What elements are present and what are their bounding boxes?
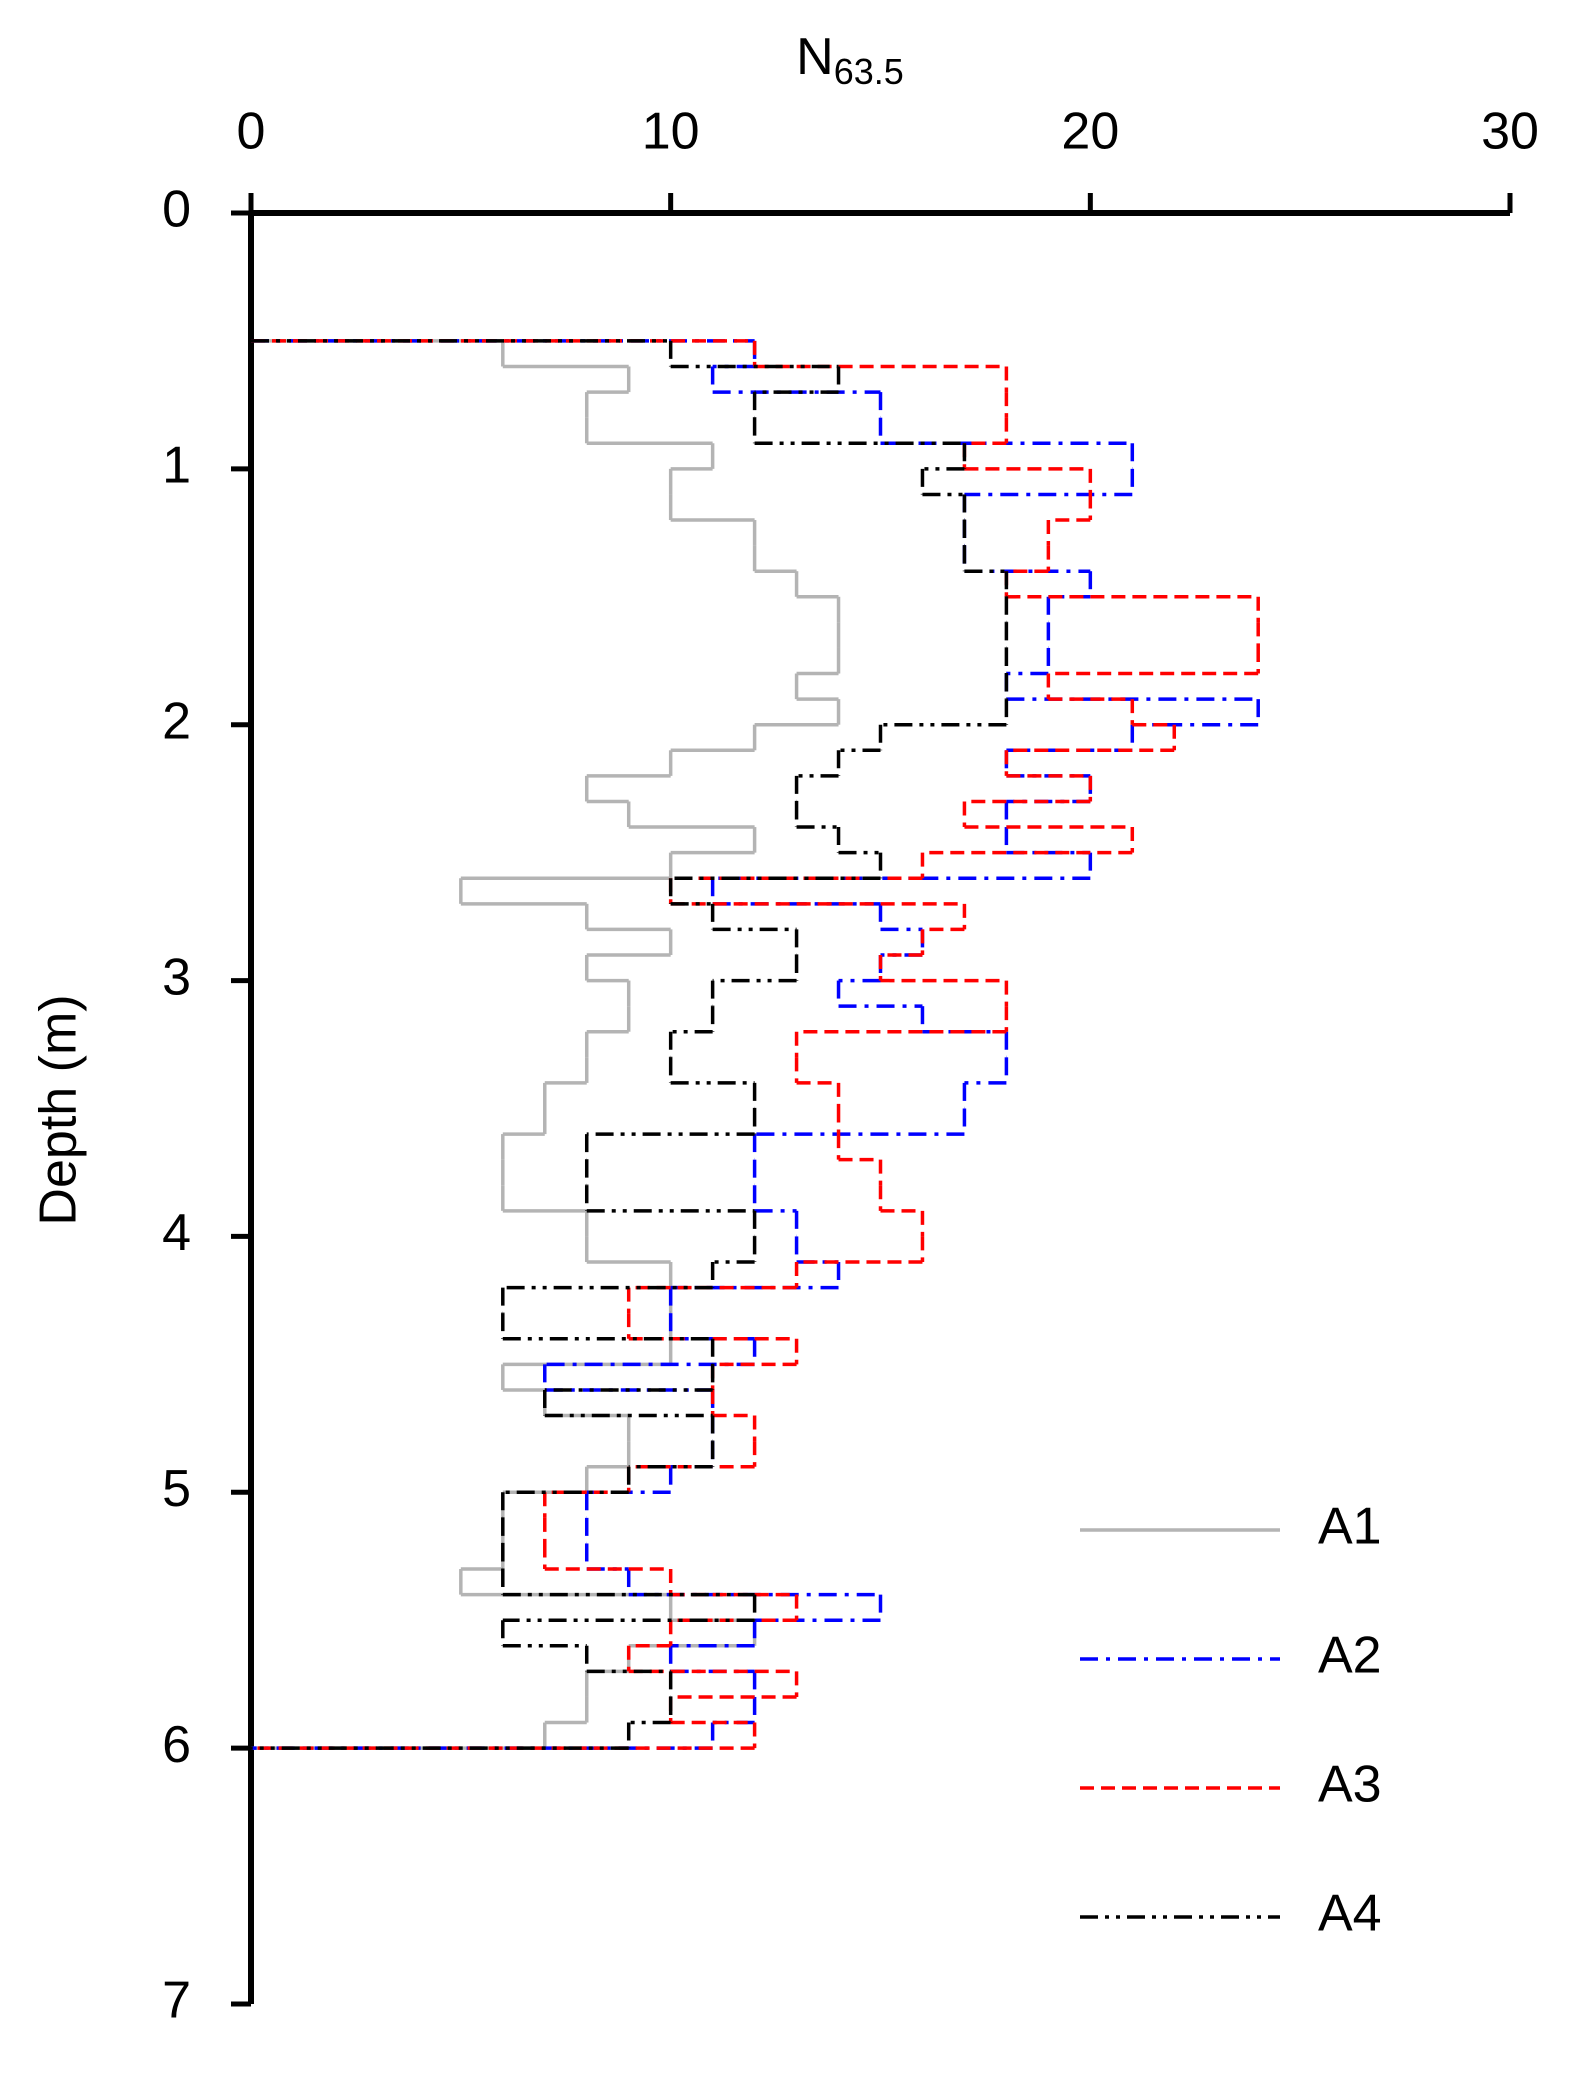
y-tick-label: 0 — [162, 181, 191, 239]
y-tick-label: 3 — [162, 948, 191, 1006]
y-tick-label: 4 — [162, 1204, 191, 1262]
y-tick-label: 5 — [162, 1460, 191, 1518]
legend-label: A2 — [1318, 1627, 1382, 1685]
x-tick-label: 10 — [642, 103, 700, 161]
x-tick-label: 30 — [1481, 103, 1539, 161]
x-tick-label: 20 — [1061, 103, 1119, 161]
x-tick-label: 0 — [237, 103, 266, 161]
legend-label: A1 — [1318, 1498, 1382, 1556]
y-tick-label: 7 — [162, 1972, 191, 2030]
x-axis-title-sub: 63.5 — [834, 51, 904, 92]
y-tick-label: 2 — [162, 692, 191, 750]
y-tick-label: 1 — [162, 437, 191, 495]
y-axis-title: Depth (m) — [30, 994, 88, 1225]
x-axis-title: N63.5 — [796, 28, 904, 92]
y-tick-label: 6 — [162, 1716, 191, 1774]
legend-label: A4 — [1318, 1885, 1382, 1943]
legend-label: A3 — [1318, 1756, 1382, 1814]
x-axis-title-main: N — [796, 28, 834, 86]
